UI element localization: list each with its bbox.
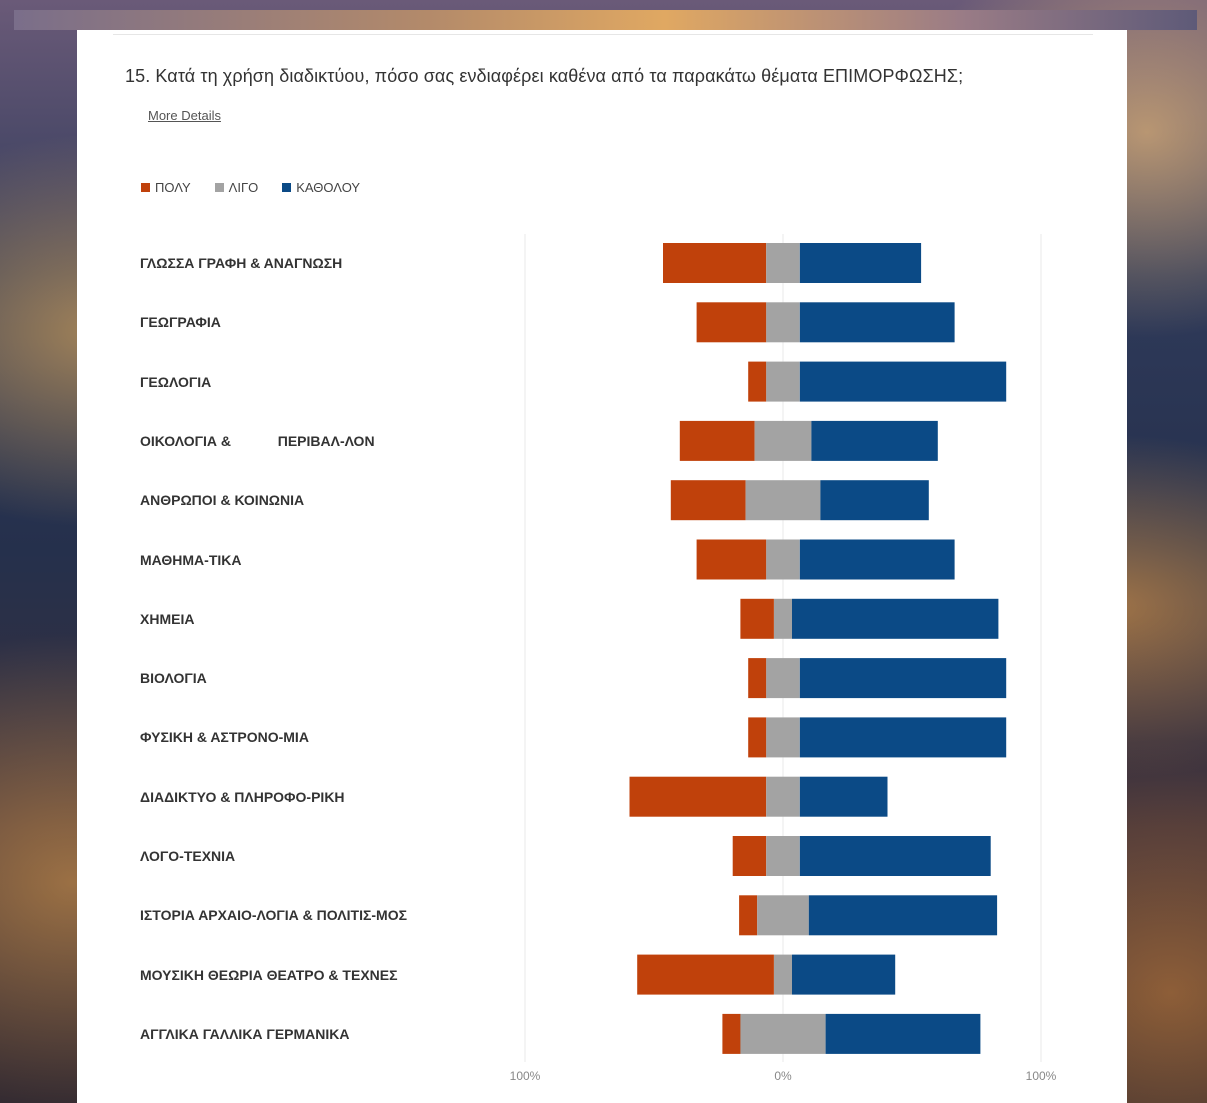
bar-segment-ligo — [766, 717, 800, 758]
legend-item: ΠΟΛΥ — [141, 180, 191, 195]
bar-segment-katholou — [799, 361, 1007, 402]
bar-segment-katholou — [811, 420, 938, 461]
bar-segment-katholou — [799, 302, 955, 343]
chart-legend: ΠΟΛΥ ΛΙΓΟ ΚΑΘΟΛΟΥ — [141, 180, 360, 195]
bar-segment-poly — [629, 776, 767, 817]
legend-label: ΠΟΛΥ — [155, 180, 191, 195]
bar-segment-katholou — [808, 895, 998, 936]
legend-label: ΚΑΘΟΛΟΥ — [296, 180, 361, 195]
bar-segment-poly — [748, 717, 767, 758]
bar-segment-ligo — [754, 420, 812, 461]
legend-swatch — [141, 183, 150, 192]
bar-segment-katholou — [799, 776, 888, 817]
bar-segment-ligo — [774, 598, 793, 639]
category-label: ΒΙΟΛΟΓΙΑ — [140, 670, 207, 687]
question-text: 15. Κατά τη χρήση διαδικτύου, πόσο σας ε… — [125, 66, 964, 86]
bar-segment-katholou — [799, 243, 922, 283]
diverging-bar-chart: 100% 0% 100% — [510, 234, 1057, 1083]
bar-segment-ligo — [766, 361, 800, 402]
bar-segment-ligo — [766, 658, 800, 699]
bar-segment-ligo — [766, 243, 800, 283]
bar-segment-katholou — [825, 1013, 981, 1054]
bar-segment-ligo — [774, 954, 793, 995]
bar-segment-poly — [663, 243, 767, 283]
bar-segment-katholou — [799, 717, 1007, 758]
category-label: ΜΑΘΗΜΑ-ΤΙΚΑ — [140, 551, 242, 568]
bar-segment-ligo — [766, 302, 800, 343]
x-tick-label: 0% — [774, 1069, 792, 1083]
category-label: ΑΝΘΡΩΠΟΙ & ΚΟΙΝΩΝΙΑ — [140, 492, 305, 509]
legend-item: ΛΙΓΟ — [214, 180, 259, 195]
bar-segment-katholou — [820, 480, 929, 521]
divider — [113, 34, 1093, 35]
bar-segment-katholou — [799, 836, 991, 876]
bar-segment-poly — [722, 1013, 741, 1054]
legend-label: ΛΙΓΟ — [228, 180, 259, 195]
legend-item: ΚΑΘΟΛΟΥ — [282, 180, 360, 195]
bar-segment-poly — [679, 420, 755, 461]
bar-segment-katholou — [799, 539, 955, 580]
background-sky — [14, 10, 1197, 30]
bar-segment-ligo — [766, 836, 800, 876]
bar-segment-ligo — [766, 539, 800, 580]
bar-segment-poly — [696, 302, 767, 343]
bar-segment-ligo — [766, 776, 800, 817]
bar-segment-poly — [732, 836, 767, 876]
bar-segment-poly — [739, 895, 758, 936]
bar-segment-poly — [748, 361, 767, 402]
question-card: 15. Κατά τη χρήση διαδικτύου, πόσο σας ε… — [77, 30, 1127, 1103]
bar-segment-katholou — [792, 598, 999, 639]
category-label: ΜΟΥΣΙΚΗ ΘΕΩΡΙΑ ΘΕΑΤΡΟ & ΤΕΧΝΕΣ — [140, 966, 398, 983]
category-label: ΑΓΓΛΙΚΑ ΓΑΛΛΙΚΑ ΓΕΡΜΑΝΙΚΑ — [140, 1025, 350, 1042]
bar-segment-ligo — [740, 1013, 826, 1054]
x-tick-label: 100% — [510, 1069, 541, 1083]
legend-swatch — [214, 183, 224, 192]
bar-segment-poly — [748, 658, 767, 699]
bar-segment-katholou — [799, 658, 1007, 699]
category-label: ΓΕΩΛΟΓΙΑ — [140, 373, 212, 390]
x-tick-label: 100% — [1026, 1069, 1057, 1083]
category-label: ΧΗΜΕΙΑ — [140, 610, 195, 627]
category-label: ΦΥΣΙΚΗ & ΑΣΤΡΟΝΟ-ΜΙΑ — [140, 729, 309, 746]
bar-segment-ligo — [745, 480, 821, 521]
bar-segment-poly — [670, 480, 746, 521]
more-details-link[interactable]: More Details — [148, 108, 221, 123]
bar-segment-poly — [637, 954, 774, 995]
category-label: ΔΙΑΔΙΚΤΥΟ & ΠΛΗΡΟΦΟ-ΡΙΚΗ — [140, 788, 345, 805]
category-label: ΛΟΓΟ-ΤΕΧΝΙΑ — [140, 848, 236, 864]
category-label: ΓΕΩΓΡΑΦΙΑ — [140, 314, 221, 331]
category-label: ΟΙΚΟΛΟΓΙΑ & ΠΕΡΙΒΑΛ-ΛΟΝ — [140, 432, 375, 449]
category-label: ΙΣΤΟΡΙΑ ΑΡΧΑΙΟ-ΛΟΓΙΑ & ΠΟΛΙΤΙΣ-ΜΟΣ — [140, 907, 407, 924]
category-label: ΓΛΩΣΣΑ ΓΡΑΦΗ & ΑΝΑΓΝΩΣΗ — [140, 255, 343, 271]
legend-swatch — [282, 183, 292, 192]
bar-segment-ligo — [757, 895, 809, 936]
bar-segment-poly — [740, 598, 774, 639]
bar-segment-katholou — [792, 954, 896, 995]
bar-segment-poly — [696, 539, 767, 580]
